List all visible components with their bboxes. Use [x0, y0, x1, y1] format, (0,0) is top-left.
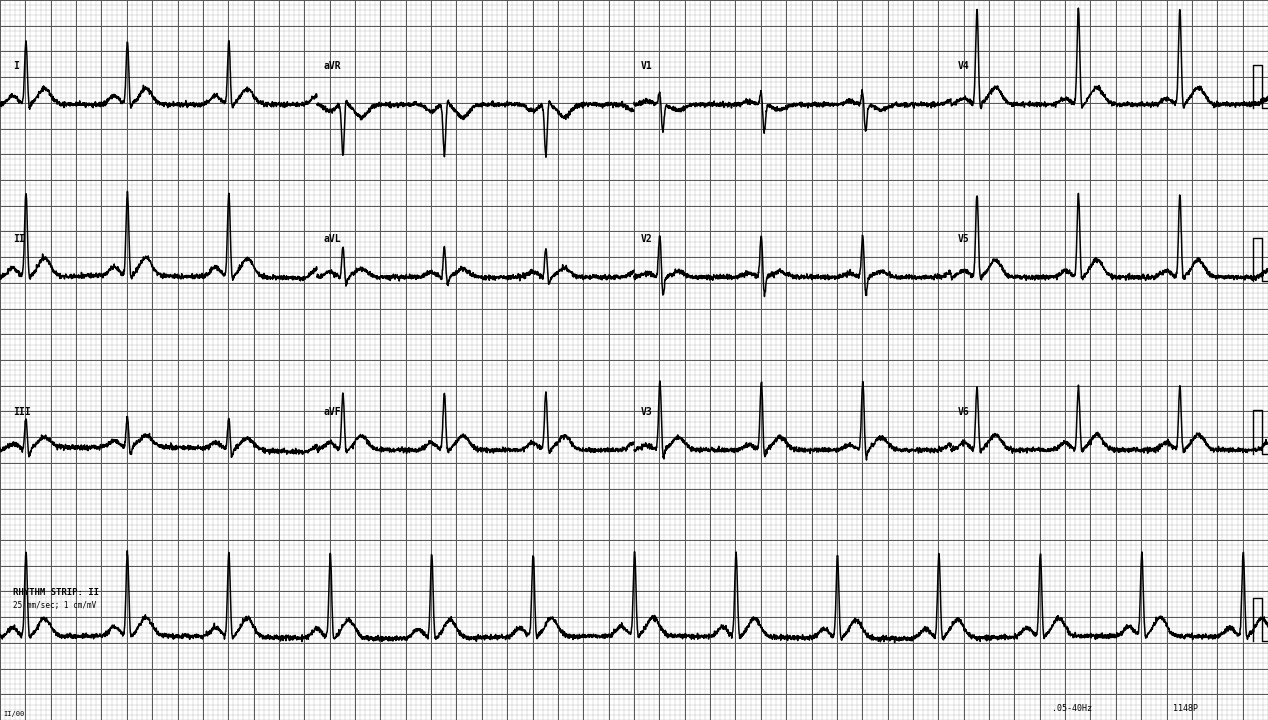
Text: 25 mm/sec; 1 cm/mV: 25 mm/sec; 1 cm/mV	[13, 601, 96, 611]
Text: aVF: aVF	[323, 407, 341, 417]
Text: .05-40Hz: .05-40Hz	[1052, 703, 1093, 713]
Text: RHYTHM STRIP: II: RHYTHM STRIP: II	[13, 588, 99, 598]
Text: V5: V5	[957, 234, 969, 244]
Text: I: I	[13, 61, 19, 71]
Text: V4: V4	[957, 61, 969, 71]
Text: II: II	[13, 234, 24, 244]
Text: 1148P: 1148P	[1173, 703, 1198, 713]
Text: II/00: II/00	[4, 711, 25, 717]
Text: aVL: aVL	[323, 234, 341, 244]
Text: III: III	[13, 407, 30, 417]
Text: V2: V2	[640, 234, 652, 244]
Text: V6: V6	[957, 407, 969, 417]
Text: V1: V1	[640, 61, 652, 71]
Text: V3: V3	[640, 407, 652, 417]
Text: aVR: aVR	[323, 61, 341, 71]
